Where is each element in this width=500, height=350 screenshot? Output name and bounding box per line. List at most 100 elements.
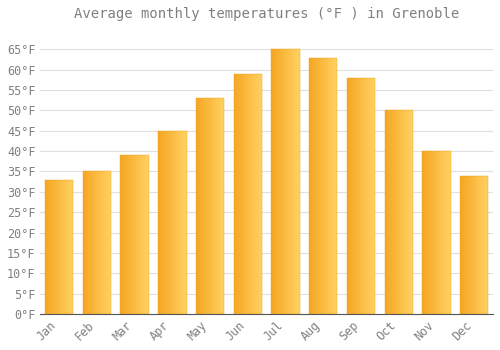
Bar bbox=[180, 131, 181, 314]
Bar bbox=[422, 151, 424, 314]
Bar bbox=[393, 111, 394, 314]
Bar bbox=[161, 131, 162, 314]
Bar bbox=[356, 78, 357, 314]
Bar bbox=[218, 98, 220, 314]
Bar bbox=[83, 172, 111, 314]
Bar bbox=[52, 180, 54, 314]
Bar bbox=[87, 172, 88, 314]
Bar bbox=[196, 98, 198, 314]
Bar bbox=[50, 180, 52, 314]
Bar bbox=[477, 176, 478, 314]
Bar bbox=[126, 155, 128, 314]
Bar bbox=[56, 180, 58, 314]
Bar bbox=[146, 155, 148, 314]
Bar bbox=[434, 151, 435, 314]
Bar bbox=[315, 57, 316, 314]
Bar bbox=[460, 176, 462, 314]
Bar bbox=[407, 111, 408, 314]
Bar bbox=[234, 74, 235, 314]
Bar bbox=[69, 180, 70, 314]
Bar bbox=[122, 155, 124, 314]
Bar bbox=[470, 176, 472, 314]
Bar bbox=[164, 131, 166, 314]
Bar bbox=[394, 111, 396, 314]
Bar bbox=[88, 172, 90, 314]
Bar bbox=[482, 176, 484, 314]
Bar bbox=[444, 151, 445, 314]
Bar bbox=[362, 78, 364, 314]
Bar bbox=[220, 98, 222, 314]
Bar bbox=[430, 151, 431, 314]
Bar bbox=[223, 98, 224, 314]
Bar bbox=[276, 49, 277, 314]
Bar bbox=[108, 172, 110, 314]
Bar bbox=[352, 78, 354, 314]
Bar bbox=[238, 74, 240, 314]
Bar bbox=[428, 151, 430, 314]
Bar bbox=[170, 131, 171, 314]
Bar bbox=[107, 172, 108, 314]
Bar bbox=[104, 172, 106, 314]
Bar bbox=[234, 74, 262, 314]
Bar bbox=[467, 176, 468, 314]
Bar bbox=[178, 131, 180, 314]
Bar bbox=[148, 155, 149, 314]
Bar bbox=[476, 176, 477, 314]
Bar bbox=[258, 74, 259, 314]
Bar bbox=[66, 180, 68, 314]
Bar bbox=[70, 180, 72, 314]
Bar bbox=[329, 57, 330, 314]
Bar bbox=[144, 155, 146, 314]
Bar bbox=[446, 151, 448, 314]
Bar bbox=[65, 180, 66, 314]
Bar bbox=[272, 49, 273, 314]
Bar bbox=[448, 151, 449, 314]
Bar bbox=[432, 151, 434, 314]
Bar bbox=[143, 155, 144, 314]
Bar bbox=[176, 131, 178, 314]
Bar bbox=[252, 74, 254, 314]
Bar bbox=[422, 151, 450, 314]
Bar bbox=[392, 111, 393, 314]
Bar bbox=[58, 180, 59, 314]
Bar bbox=[435, 151, 436, 314]
Bar bbox=[181, 131, 182, 314]
Bar bbox=[371, 78, 372, 314]
Bar bbox=[62, 180, 64, 314]
Bar bbox=[478, 176, 480, 314]
Bar bbox=[142, 155, 143, 314]
Bar bbox=[365, 78, 366, 314]
Bar bbox=[242, 74, 244, 314]
Bar bbox=[72, 180, 74, 314]
Bar bbox=[175, 131, 176, 314]
Bar bbox=[291, 49, 292, 314]
Bar bbox=[273, 49, 274, 314]
Bar bbox=[468, 176, 470, 314]
Bar bbox=[255, 74, 256, 314]
Bar bbox=[196, 98, 224, 314]
Bar bbox=[320, 57, 322, 314]
Bar bbox=[68, 180, 69, 314]
Bar bbox=[136, 155, 138, 314]
Bar bbox=[138, 155, 139, 314]
Bar bbox=[54, 180, 55, 314]
Bar bbox=[366, 78, 368, 314]
Bar bbox=[310, 57, 312, 314]
Bar bbox=[45, 180, 74, 314]
Bar bbox=[445, 151, 446, 314]
Bar bbox=[400, 111, 402, 314]
Bar bbox=[249, 74, 250, 314]
Bar bbox=[484, 176, 486, 314]
Bar bbox=[449, 151, 450, 314]
Bar bbox=[347, 78, 375, 314]
Bar bbox=[277, 49, 278, 314]
Bar bbox=[436, 151, 438, 314]
Bar bbox=[45, 180, 46, 314]
Bar bbox=[282, 49, 284, 314]
Bar bbox=[372, 78, 374, 314]
Bar bbox=[202, 98, 203, 314]
Bar bbox=[402, 111, 403, 314]
Bar bbox=[404, 111, 406, 314]
Bar bbox=[463, 176, 464, 314]
Bar bbox=[384, 111, 386, 314]
